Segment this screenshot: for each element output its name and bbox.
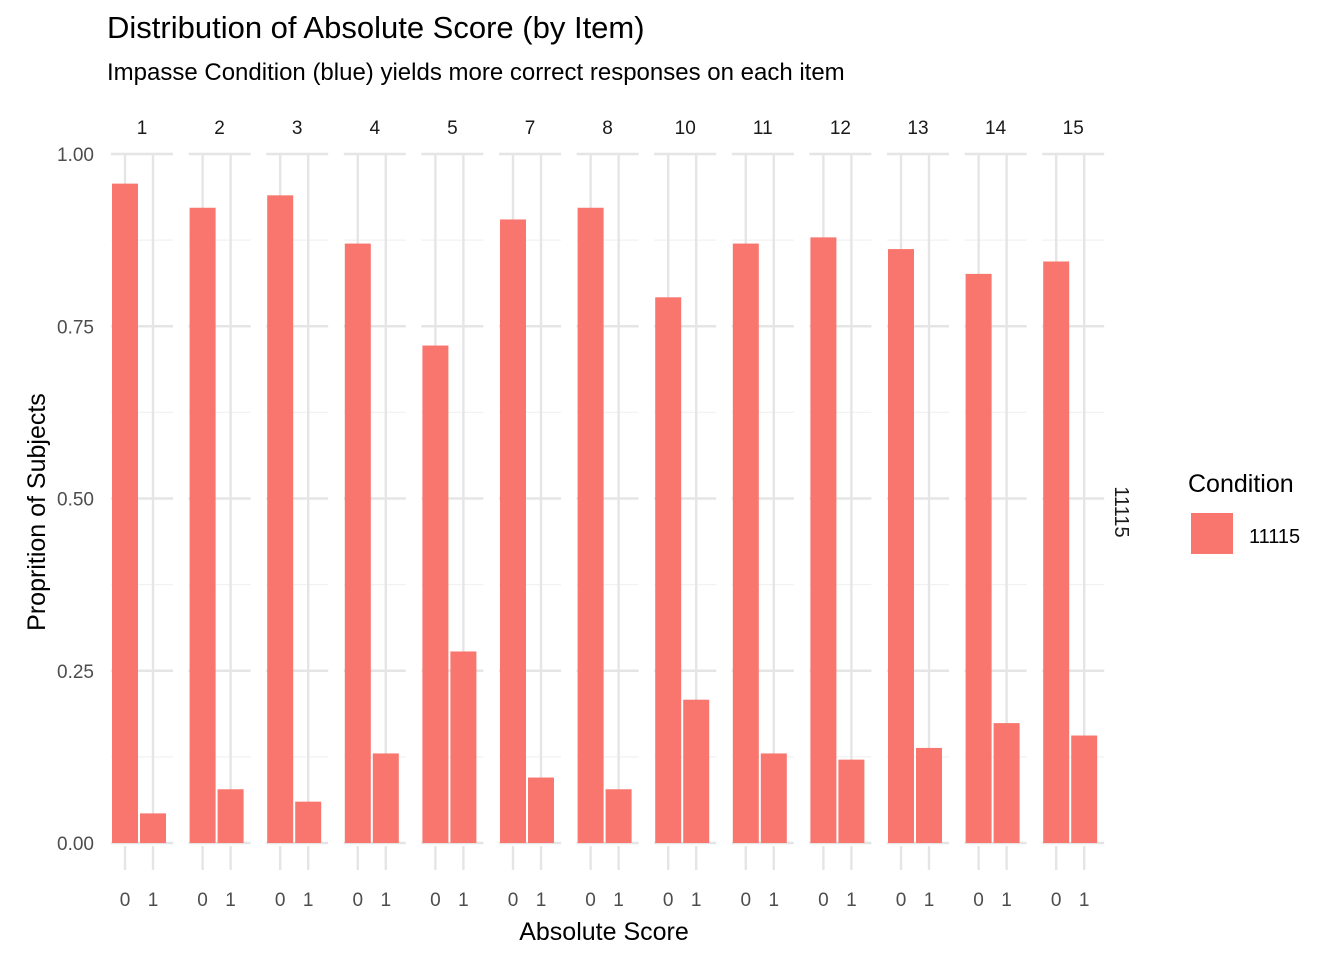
bar [344,243,371,843]
y-tick-label: 1.00 [57,145,94,166]
facet-strip-label: 2 [214,118,225,139]
chart-title: Distribution of Absolute Score (by Item) [107,10,645,45]
x-tick-label: 1 [769,890,780,911]
bar [295,801,322,843]
facet-strip-label: 3 [292,118,303,139]
x-axis-title: Absolute Score [519,918,689,946]
bar [916,747,942,843]
x-tick-label: 0 [430,890,441,911]
bar [500,219,526,843]
bar [140,813,166,843]
bar [605,789,632,843]
x-tick-label: 1 [1001,890,1012,911]
bar [965,273,992,843]
bar [760,753,787,843]
chart-subtitle: Impasse Condition (blue) yields more cor… [107,59,845,86]
legend-title: Condition [1188,470,1294,498]
x-tick-label: 1 [536,890,547,911]
x-tick-label: 0 [120,890,131,911]
bar [655,297,682,843]
y-tick-label: 0.25 [57,662,94,683]
x-tick-label: 0 [508,890,519,911]
bar [732,243,759,843]
x-tick-label: 0 [353,890,364,911]
legend-swatch [1191,513,1233,554]
bar [112,183,138,843]
facet-strip-label: 1 [137,118,148,139]
facet-strip-label: 12 [830,118,851,139]
x-tick-label: 1 [458,890,469,911]
x-tick-label: 0 [585,890,596,911]
bar [993,723,1020,843]
x-tick-label: 1 [381,890,392,911]
bar [217,789,244,843]
facet-strip-label: 13 [907,118,928,139]
x-tick-label: 1 [303,890,314,911]
y-tick-label: 0.00 [57,834,94,855]
legend-entry-label: 11115 [1249,526,1300,548]
x-tick-label: 1 [691,890,702,911]
x-tick-label: 0 [1051,890,1062,911]
facet-strip-label: 8 [602,118,613,139]
bar [838,759,865,843]
bar [888,249,914,843]
x-tick-label: 0 [275,890,286,911]
x-tick-label: 0 [973,890,984,911]
bar [528,777,554,843]
bar [577,207,604,843]
x-tick-label: 1 [1079,890,1090,911]
facet-strip-label: 4 [370,118,381,139]
y-tick-label: 0.50 [57,490,94,511]
x-tick-label: 0 [197,890,208,911]
bar [1071,735,1098,843]
row-strip-label: 11115 [1110,486,1132,537]
bar [372,753,399,843]
y-axis-title: Proprition of Subjects [23,393,51,631]
x-tick-label: 1 [924,890,935,911]
bar [450,651,477,843]
facet-strip-label: 7 [525,118,536,139]
facet-strip-label: 14 [985,118,1007,139]
x-tick-label: 0 [663,890,674,911]
x-tick-label: 0 [741,890,752,911]
facet-strip-label: 5 [447,118,458,139]
facet-strip-label: 10 [675,118,696,139]
bar [422,345,449,843]
facet-strip-label: 11 [753,118,773,139]
y-tick-label: 0.75 [57,317,94,338]
x-tick-label: 1 [225,890,236,911]
bar [267,195,294,844]
bar [189,207,216,843]
x-tick-label: 1 [613,890,624,911]
x-tick-label: 1 [148,890,159,911]
facet-strip-label: 15 [1063,118,1084,139]
x-tick-label: 0 [896,890,907,911]
x-tick-label: 0 [818,890,829,911]
bar [1043,261,1070,843]
bar [683,699,710,843]
x-tick-label: 1 [846,890,857,911]
bar [810,237,837,843]
